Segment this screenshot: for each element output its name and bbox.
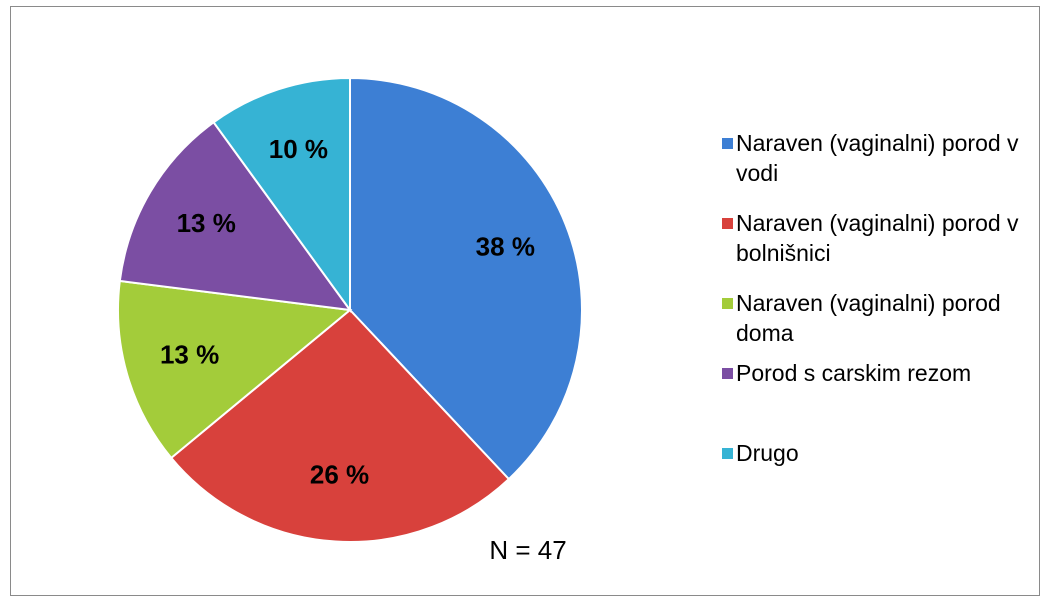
legend-marker [722,298,733,309]
data-label: 26 % [310,460,369,490]
data-label: 38 % [476,231,535,261]
pie-slice [212,76,351,314]
data-label: 13 % [160,339,219,369]
pie-slice [349,76,583,481]
data-label: 13 % [177,208,236,238]
legend-marker [722,448,733,459]
annotation: N = 47 [489,535,566,565]
legend-marker [722,218,733,229]
data-label: 10 % [269,134,328,164]
legend-label: Naraven (vaginalni) porod v vodi [736,130,1019,186]
pie-slice [118,120,353,312]
chart-frame [10,6,1040,596]
legend-label: Naraven (vaginalni) porod doma [736,290,1001,346]
legend-label: Porod s carskim rezom [736,360,972,386]
pie-slice [169,308,511,543]
legend-label: Drugo [736,440,799,466]
legend-marker [722,138,733,149]
legend-marker [722,368,733,379]
legend-label: Naraven (vaginalni) porod v bolnišnici [736,210,1019,266]
pie-slice [117,279,353,460]
